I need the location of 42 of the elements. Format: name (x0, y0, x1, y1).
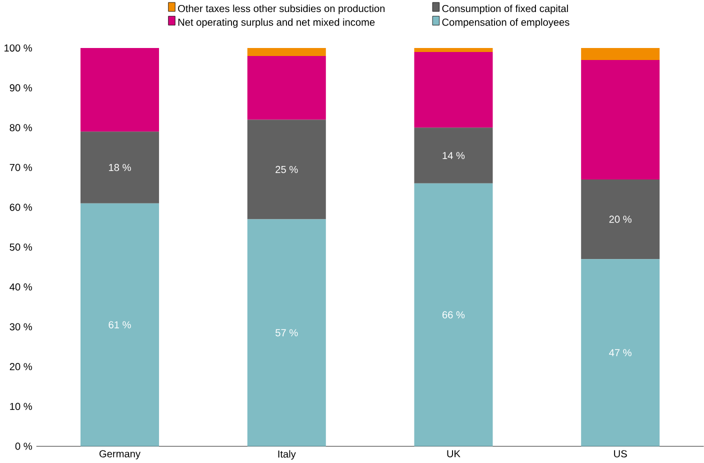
data-label: 18 % (109, 164, 131, 171)
x-tick-label: UK (447, 450, 460, 458)
bar (414, 52, 493, 128)
bar (581, 60, 660, 180)
bar (247, 48, 326, 56)
legend-label: Consumption of fixed capital (442, 4, 568, 14)
y-tick-label: 30 % (10, 323, 32, 330)
bar (80, 131, 160, 204)
data-label: 61 % (108, 321, 131, 328)
y-tick-label: 10 % (10, 402, 32, 410)
y-tick-label: 90 % (10, 84, 32, 92)
x-tick-label: Germany (100, 450, 141, 460)
data-label: 66 % (442, 311, 465, 318)
data-label: 14 % (442, 152, 465, 159)
bar (414, 128, 493, 184)
data-label: 25 % (276, 166, 298, 173)
y-tick-label: 100 % (4, 44, 32, 52)
x-tick-label: Italy (278, 450, 296, 460)
y-tick-label: 20 % (10, 362, 32, 370)
bar (80, 48, 160, 132)
bar (247, 120, 326, 220)
bar (80, 203, 160, 446)
y-tick-label: 60 % (10, 204, 32, 211)
y-tick-label: 80 % (10, 124, 32, 132)
bar (581, 48, 660, 60)
x-tick-label: US (614, 450, 627, 458)
bar (247, 219, 326, 446)
y-tick-label: 50 % (10, 243, 32, 251)
legend-label: Net operating surplus and net mixed income (178, 18, 375, 28)
y-tick-label: 40 % (10, 283, 32, 290)
bar (247, 56, 326, 120)
bar (414, 48, 493, 52)
y-tick-label: 70 % (10, 164, 32, 171)
legend-label: Other taxes less other subsidies on production (178, 4, 385, 14)
bar (581, 258, 660, 446)
bar (581, 179, 660, 259)
y-tick-label: 0 % (15, 442, 32, 450)
data-label: 20 % (609, 216, 632, 223)
legend-label: Compensation of employees (442, 18, 570, 28)
data-label: 57 % (276, 329, 298, 336)
bar (414, 183, 493, 446)
data-label: 47 % (609, 348, 632, 356)
